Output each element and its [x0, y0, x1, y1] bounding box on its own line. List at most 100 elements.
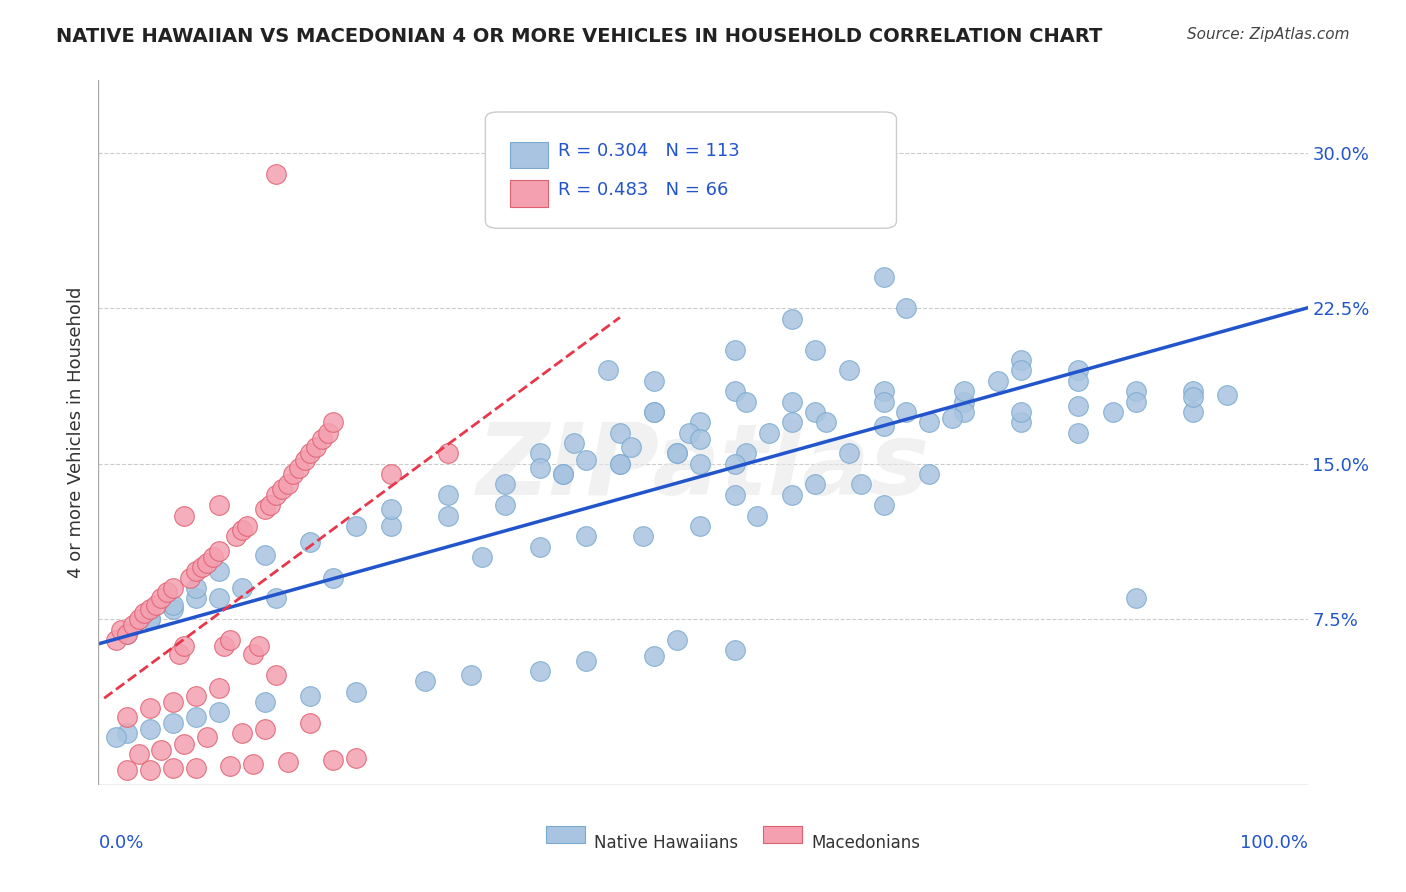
Point	[253, 722, 276, 736]
Point	[139, 612, 162, 626]
Point	[231, 726, 253, 740]
Point	[780, 311, 803, 326]
Point	[1181, 391, 1204, 405]
Point	[838, 446, 860, 460]
Point	[1067, 374, 1090, 388]
Bar	[509, 180, 548, 207]
Point	[173, 639, 195, 653]
FancyBboxPatch shape	[485, 112, 897, 228]
Point	[872, 419, 894, 434]
Point	[380, 519, 402, 533]
Point	[156, 585, 179, 599]
Point	[529, 461, 551, 475]
Point	[609, 457, 631, 471]
Point	[231, 581, 253, 595]
Point	[162, 581, 184, 595]
Point	[1067, 425, 1090, 440]
Point	[259, 498, 281, 512]
Point	[803, 477, 825, 491]
Point	[780, 488, 803, 502]
Point	[896, 301, 918, 316]
Point	[253, 502, 276, 516]
Point	[264, 488, 287, 502]
Point	[689, 457, 711, 471]
Point	[322, 753, 344, 767]
Point	[666, 632, 689, 647]
Point	[115, 709, 138, 723]
Text: R = 0.483   N = 66: R = 0.483 N = 66	[558, 180, 728, 199]
Point	[115, 626, 138, 640]
Point	[574, 452, 596, 467]
Point	[104, 632, 127, 647]
Point	[150, 591, 173, 606]
Point	[145, 598, 167, 612]
Point	[437, 446, 460, 460]
Point	[184, 709, 207, 723]
Point	[849, 477, 872, 491]
Point	[139, 722, 162, 736]
Point	[190, 560, 212, 574]
Point	[134, 606, 156, 620]
Point	[815, 415, 838, 429]
Point	[184, 761, 207, 775]
Point	[162, 598, 184, 612]
Point	[1067, 363, 1090, 377]
Point	[1010, 353, 1032, 368]
Text: R = 0.304   N = 113: R = 0.304 N = 113	[558, 142, 740, 160]
Point	[529, 540, 551, 554]
Point	[758, 425, 780, 440]
Point	[723, 457, 745, 471]
Point	[264, 591, 287, 606]
Point	[283, 467, 305, 481]
Bar	[546, 826, 585, 844]
Point	[747, 508, 769, 523]
Point	[666, 446, 689, 460]
Point	[551, 467, 574, 481]
Point	[305, 440, 328, 454]
Point	[838, 363, 860, 377]
Point	[1010, 405, 1032, 419]
Point	[723, 343, 745, 357]
Point	[270, 482, 292, 496]
Point	[231, 523, 253, 537]
Point	[918, 415, 941, 429]
Point	[214, 639, 236, 653]
Point	[1125, 394, 1147, 409]
Point	[620, 440, 643, 454]
Point	[723, 488, 745, 502]
Point	[162, 715, 184, 730]
Point	[437, 488, 460, 502]
Point	[121, 618, 143, 632]
Point	[952, 394, 974, 409]
Point	[1010, 415, 1032, 429]
Point	[195, 556, 218, 570]
Point	[643, 649, 665, 664]
Point	[225, 529, 247, 543]
Point	[264, 167, 287, 181]
Text: 100.0%: 100.0%	[1240, 834, 1308, 852]
Point	[128, 612, 150, 626]
Point	[242, 648, 264, 662]
Point	[344, 519, 367, 533]
Point	[208, 565, 231, 579]
Point	[139, 764, 162, 778]
Point	[162, 761, 184, 775]
Point	[872, 394, 894, 409]
Point	[344, 684, 367, 698]
Point	[299, 535, 322, 549]
Point	[609, 425, 631, 440]
Text: Macedonians: Macedonians	[811, 834, 921, 852]
Point	[529, 664, 551, 678]
Point	[1216, 388, 1239, 402]
Point	[195, 731, 218, 745]
Point	[162, 602, 184, 616]
Point	[219, 632, 242, 647]
Point	[173, 508, 195, 523]
Point	[460, 668, 482, 682]
Point	[872, 498, 894, 512]
Point	[562, 436, 585, 450]
Point	[1101, 405, 1123, 419]
Point	[735, 394, 758, 409]
Point	[115, 726, 138, 740]
Point	[110, 623, 132, 637]
